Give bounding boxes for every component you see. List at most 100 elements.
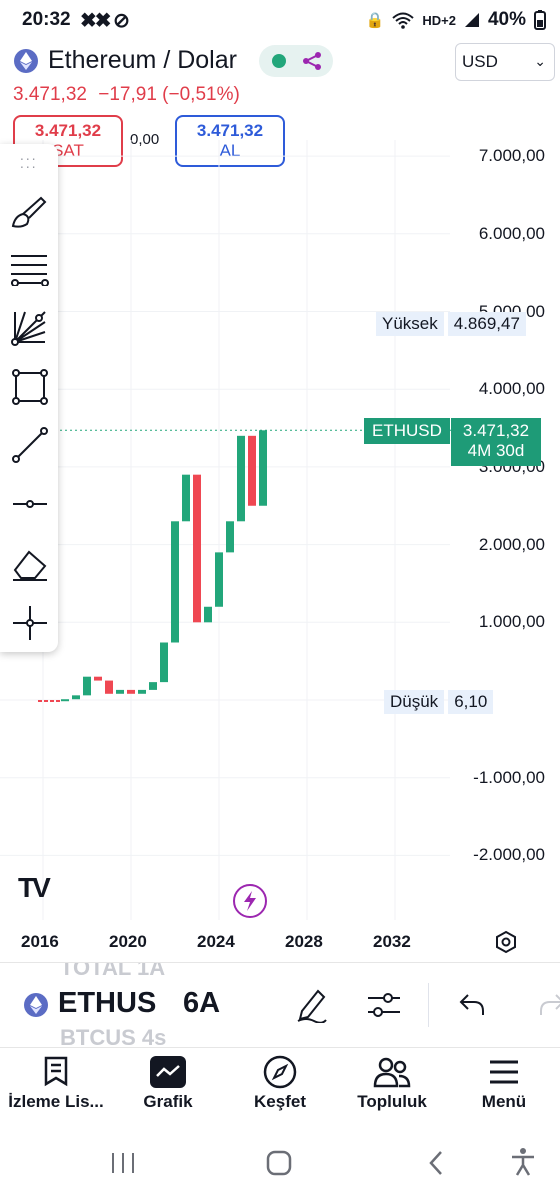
last-price: 3.471,32 <box>462 421 530 440</box>
undo-icon[interactable] <box>458 993 486 1017</box>
last-symbol-tag: ETHUSD <box>364 418 450 444</box>
high-marker: Yüksek 4.869,47 <box>376 312 526 336</box>
current-price: 3.471,32 <box>13 84 87 105</box>
compass-icon <box>263 1055 297 1089</box>
nav-watchlist[interactable]: İzleme Lis... <box>0 1052 112 1112</box>
nav-watchlist-label: İzleme Lis... <box>8 1092 104 1111</box>
signal-icon <box>464 13 479 27</box>
status-time: 20:32 <box>22 9 71 30</box>
status-share-pill[interactable] <box>259 45 333 77</box>
network-label: HD+2 <box>422 12 456 28</box>
fib-fan-icon[interactable] <box>11 308 49 346</box>
status-bar: 20:32 ✖✖ ⊘ 🔒 HD+2 40% <box>0 0 560 40</box>
x-axis-label: 2024 <box>197 932 235 951</box>
candle-body <box>94 676 102 681</box>
price-change-line: 3.471,32 −17,91 (−0,51%) <box>13 84 240 106</box>
low-marker: Düşük 6,10 <box>384 690 494 714</box>
share-icon[interactable] <box>302 52 322 70</box>
candle-body <box>61 699 69 702</box>
notification-icons: ✖✖ ⊘ <box>80 10 130 32</box>
last-price-tag: 3.471,32 4M 30d <box>451 418 541 466</box>
chevron-down-icon: ⌄ <box>534 53 546 69</box>
candle-body <box>226 521 234 553</box>
nav-explore[interactable]: Keşfet <box>224 1052 336 1112</box>
home-icon[interactable] <box>266 1149 292 1177</box>
buy-label: AL <box>219 141 241 160</box>
chart-settings-hex-icon[interactable] <box>494 930 518 954</box>
market-open-dot-icon <box>272 54 286 68</box>
y-axis-label: 2.000,00 <box>478 534 545 554</box>
sell-price: 3.471,32 <box>34 121 102 140</box>
menu-icon <box>490 1060 518 1084</box>
indicators-icon[interactable] <box>366 989 402 1021</box>
status-right: 🔒 HD+2 40% <box>366 9 546 31</box>
y-axis-label: 1.000,00 <box>478 612 545 632</box>
nav-chart-label: Grafik <box>143 1092 193 1111</box>
x-axis-label: 2016 <box>21 932 59 951</box>
drag-handle-icon[interactable]: ∙∙∙ ∙∙∙ <box>20 150 38 174</box>
back-icon[interactable] <box>426 1149 446 1177</box>
drawing-toolbar: ∙∙∙ ∙∙∙ <box>0 144 58 652</box>
crosshair-icon[interactable] <box>11 604 49 642</box>
candle-body <box>204 606 212 623</box>
low-value: 6,10 <box>448 690 494 714</box>
brush-icon[interactable] <box>11 196 49 230</box>
sell-button[interactable]: 3.471,32 SAT <box>13 115 123 167</box>
price-chart[interactable] <box>0 0 560 960</box>
trend-line-icon[interactable] <box>11 426 49 464</box>
toolbar-divider <box>428 983 429 1027</box>
candle-body <box>259 430 267 506</box>
next-symbol-ghost: BTCUS 4s <box>60 1025 167 1048</box>
interval-button[interactable]: 6A <box>183 987 221 1019</box>
accessibility-icon[interactable] <box>510 1147 536 1177</box>
candle-body <box>116 689 124 694</box>
chart-icon <box>150 1056 186 1088</box>
lightning-icon[interactable] <box>233 884 267 918</box>
symbol-coin-icon <box>24 993 48 1017</box>
nav-menu[interactable]: Menü <box>448 1052 560 1112</box>
battery-icon <box>534 10 546 30</box>
recents-icon[interactable] <box>110 1151 136 1175</box>
sell-label: SAT <box>52 141 84 160</box>
currency-select[interactable]: USD ⌄ <box>455 43 555 81</box>
lock-icon: 🔒 <box>365 12 385 29</box>
candle-body <box>171 521 179 643</box>
ethereum-icon <box>14 49 38 73</box>
candle-body <box>149 682 157 690</box>
candle-body <box>182 474 190 522</box>
nav-community-label: Topluluk <box>357 1092 427 1111</box>
symbol-search-button[interactable]: ETHUS <box>58 987 157 1019</box>
currency-value: USD <box>462 52 498 71</box>
pencil-icon[interactable] <box>296 987 328 1023</box>
high-value: 4.869,47 <box>447 312 526 336</box>
candle-body <box>248 435 256 506</box>
candle-body <box>193 474 201 623</box>
wifi-icon <box>392 12 415 29</box>
nav-explore-label: Keşfet <box>254 1092 306 1111</box>
y-axis-label: -2.000,00 <box>473 845 545 865</box>
candle-body <box>237 435 245 522</box>
buy-button[interactable]: 3.471,32 AL <box>175 115 285 167</box>
x-axis-label: 2032 <box>373 932 411 951</box>
nav-community[interactable]: Topluluk <box>336 1052 448 1112</box>
candle-body <box>127 689 135 694</box>
nav-chart[interactable]: Grafik <box>112 1052 224 1112</box>
y-axis-label: 7.000,00 <box>478 146 545 166</box>
buy-price: 3.471,32 <box>196 121 264 140</box>
y-axis-label: 4.000,00 <box>478 379 545 399</box>
rectangle-icon[interactable] <box>11 368 49 406</box>
prev-symbol-ghost: TOTAL 1A <box>60 962 166 980</box>
y-axis-label: 6.000,00 <box>478 223 545 243</box>
price-change: −17,91 (−0,51%) <box>98 84 240 105</box>
watchlist-icon <box>44 1056 68 1087</box>
high-label: Yüksek <box>376 312 444 336</box>
redo-icon[interactable] <box>538 993 560 1017</box>
candle-body <box>83 676 91 696</box>
symbol-title[interactable]: Ethereum / Dolar <box>48 46 237 74</box>
horizontal-ray-icon[interactable] <box>11 494 49 514</box>
candle-body <box>138 689 146 694</box>
system-nav-bar <box>0 1145 560 1200</box>
horizontal-lines-icon[interactable] <box>11 252 49 286</box>
candle-body <box>105 680 113 694</box>
eraser-icon[interactable] <box>11 546 49 582</box>
